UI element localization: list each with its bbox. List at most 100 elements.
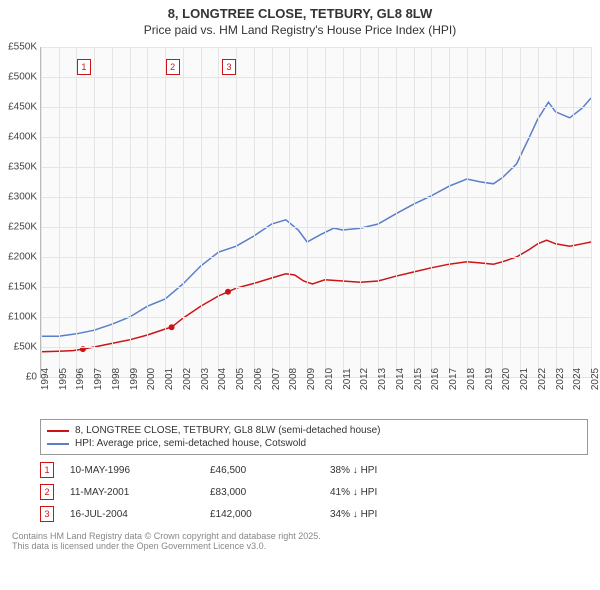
title-sub: Price paid vs. HM Land Registry's House … [0,23,600,37]
gridline-vertical [538,47,539,377]
event-price: £46,500 [210,465,330,476]
x-tick-label: 1997 [93,368,104,390]
gridline-vertical [485,47,486,377]
sale-marker: 3 [222,59,236,75]
gridline-vertical [343,47,344,377]
legend-row: 8, LONGTREE CLOSE, TETBURY, GL8 8LW (sem… [47,424,581,437]
y-tick-label: £450K [2,102,37,113]
gridline-vertical [307,47,308,377]
x-tick-label: 2008 [288,368,299,390]
x-tick-label: 2017 [448,368,459,390]
event-row: 1 10-MAY-1996£46,50038% ↓ HPI [40,459,560,481]
x-tick-label: 2010 [324,368,335,390]
gridline-vertical [147,47,148,377]
event-delta: 38% ↓ HPI [330,465,450,476]
gridline-vertical [112,47,113,377]
event-marker: 1 [40,462,54,478]
x-tick-label: 2014 [395,368,406,390]
gridline-vertical [218,47,219,377]
series-line-hpi [41,98,591,336]
y-tick-label: £350K [2,162,37,173]
legend-label: HPI: Average price, semi-detached house,… [75,438,306,449]
gridline-horizontal [41,227,591,228]
legend-swatch-price-paid [47,430,69,432]
gridline-vertical [165,47,166,377]
gridline-horizontal [41,197,591,198]
y-tick-label: £500K [2,72,37,83]
chart-area: 123 £0£50K£100K£150K£200K£250K£300K£350K… [0,37,600,417]
title-main: 8, LONGTREE CLOSE, TETBURY, GL8 8LW [0,6,600,21]
gridline-horizontal [41,137,591,138]
y-tick-label: £400K [2,132,37,143]
gridline-vertical [94,47,95,377]
y-tick-label: £250K [2,222,37,233]
x-tick-label: 2012 [359,368,370,390]
gridline-horizontal [41,167,591,168]
gridline-vertical [502,47,503,377]
gridline-vertical [289,47,290,377]
x-tick-label: 1996 [75,368,86,390]
legend-row: HPI: Average price, semi-detached house,… [47,437,581,450]
gridline-vertical [556,47,557,377]
legend: 8, LONGTREE CLOSE, TETBURY, GL8 8LW (sem… [40,419,588,455]
gridline-vertical [201,47,202,377]
gridline-vertical [183,47,184,377]
gridline-horizontal [41,47,591,48]
x-tick-label: 2022 [537,368,548,390]
footer: Contains HM Land Registry data © Crown c… [12,531,588,551]
x-tick-label: 2019 [484,368,495,390]
event-date: 10-MAY-1996 [70,465,210,476]
y-tick-label: £100K [2,312,37,323]
x-tick-label: 2016 [430,368,441,390]
x-tick-label: 2020 [501,368,512,390]
legend-label: 8, LONGTREE CLOSE, TETBURY, GL8 8LW (sem… [75,425,381,436]
x-tick-label: 2003 [200,368,211,390]
chart-container: 8, LONGTREE CLOSE, TETBURY, GL8 8LW Pric… [0,0,600,551]
gridline-vertical [59,47,60,377]
y-tick-label: £150K [2,282,37,293]
y-tick-label: £0 [2,372,37,383]
x-tick-label: 2004 [217,368,228,390]
gridline-horizontal [41,257,591,258]
gridline-horizontal [41,77,591,78]
x-tick-label: 2015 [413,368,424,390]
gridline-vertical [520,47,521,377]
x-tick-label: 2011 [342,368,353,390]
x-tick-label: 2009 [306,368,317,390]
event-price: £142,000 [210,509,330,520]
gridline-vertical [573,47,574,377]
gridline-vertical [449,47,450,377]
x-tick-label: 2013 [377,368,388,390]
x-tick-label: 2002 [182,368,193,390]
x-tick-label: 1999 [129,368,140,390]
event-delta: 34% ↓ HPI [330,509,450,520]
events-table: 1 10-MAY-1996£46,50038% ↓ HPI 211-MAY-2001… [40,459,560,525]
gridline-horizontal [41,317,591,318]
title-block: 8, LONGTREE CLOSE, TETBURY, GL8 8LW Pric… [0,0,600,37]
series-svg [41,47,591,377]
sale-marker: 2 [166,59,180,75]
y-tick-label: £300K [2,192,37,203]
event-date: 16-JUL-2004 [70,509,210,520]
gridline-vertical [130,47,131,377]
sale-marker: 1 [77,59,91,75]
legend-swatch-hpi [47,443,69,445]
gridline-vertical [360,47,361,377]
gridline-horizontal [41,287,591,288]
sale-dot [169,324,175,330]
gridline-vertical [41,47,42,377]
footer-line: Contains HM Land Registry data © Crown c… [12,531,588,541]
x-tick-label: 2024 [572,368,583,390]
x-tick-label: 2018 [466,368,477,390]
x-tick-label: 2005 [235,368,246,390]
event-delta: 41% ↓ HPI [330,487,450,498]
gridline-vertical [254,47,255,377]
y-tick-label: £550K [2,42,37,53]
gridline-vertical [272,47,273,377]
gridline-vertical [467,47,468,377]
x-tick-label: 2023 [555,368,566,390]
event-row: 211-MAY-2001£83,00041% ↓ HPI [40,481,560,503]
gridline-vertical [396,47,397,377]
x-tick-label: 2025 [590,368,600,390]
x-tick-label: 2021 [519,368,530,390]
